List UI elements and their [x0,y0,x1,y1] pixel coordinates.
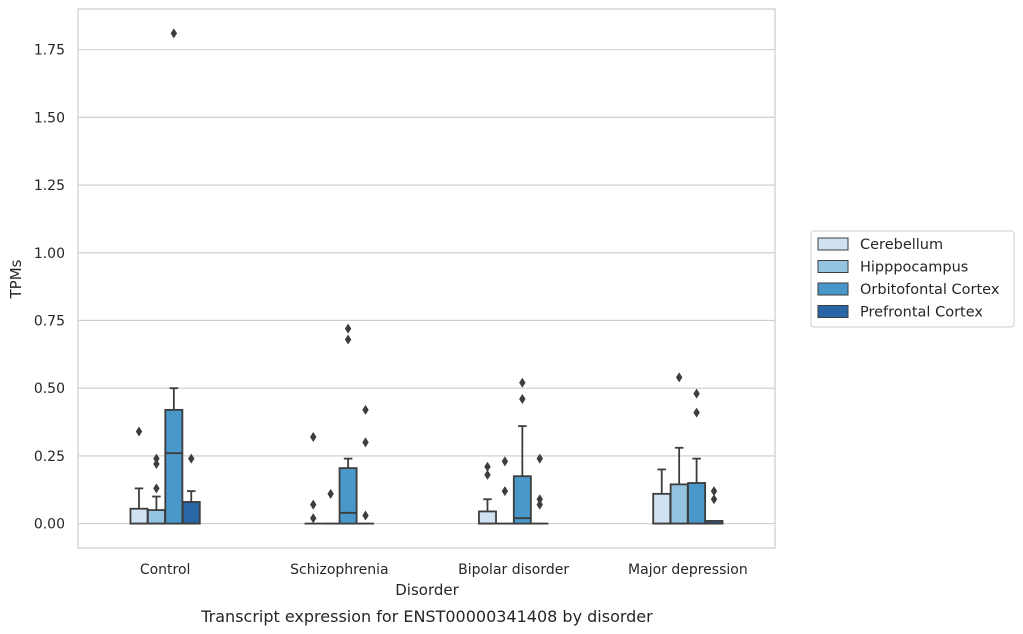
iqr-box [687,482,707,525]
box [704,486,724,525]
outlier-point [710,486,718,497]
box [356,404,375,525]
outlier-point [536,494,543,505]
iqr-box [181,501,201,525]
y-tick-label: 1.75 [34,43,65,59]
box [496,456,514,525]
box [531,453,549,525]
series-cerebellum [129,426,672,525]
series-orbitofontal-cortex [164,28,707,525]
box [338,323,358,525]
legend-swatch [817,282,849,296]
box [146,453,166,525]
outlier-point [675,372,683,383]
outlier-point [501,456,509,467]
y-tick-label: 0.00 [34,517,65,533]
x-tick-label: Control [140,562,191,578]
outlier-point [501,486,509,497]
outlier-point [693,407,700,418]
iqr-box [512,475,532,525]
y-axis-ticks: 0.00 0.25 0.50 0.75 1.00 1.25 1.50 1.75 [34,43,65,533]
iqr-box [652,492,672,525]
y-tick-label: 0.25 [34,449,65,465]
box [129,426,149,525]
y-tick-label: 0.75 [34,313,65,329]
outlier-point [362,437,369,448]
box [512,377,532,525]
x-tick-label: Major depression [628,562,748,578]
x-axis-ticks: Control Schizophrenia Bipolar disorder Majo… [140,562,748,578]
legend: Cerebellum Hipppocampus Orbitofontal Corte… [810,230,1015,328]
legend-swatch [817,260,849,273]
x-tick-label: Bipolar disorder [458,562,569,578]
outlier-point [536,453,543,464]
y-tick-label: 1.00 [34,246,65,262]
outlier-point [710,494,718,505]
legend-frame [810,230,1015,328]
legend-label: Prefrontal Cortex [860,305,983,321]
iqr-box [669,483,689,525]
outlier-point [484,469,491,480]
outlier-point [153,483,160,494]
box [478,461,497,525]
legend-swatch [817,305,849,318]
x-axis-label: Disorder [395,581,459,599]
plot-frame [77,8,776,549]
box [322,488,340,525]
box [669,372,689,525]
box [687,388,707,525]
iqr-box [164,408,184,525]
outlier-point [536,499,543,510]
outlier-point [693,388,700,399]
box-series [129,28,724,525]
chart-caption: Transcript expression for ENST0000034140… [200,607,653,626]
legend-label: Cerebellum [860,237,943,253]
y-tick-label: 0.50 [34,381,65,397]
outlier-point [153,453,160,464]
outlier-point [135,426,143,437]
y-tick-label: 1.50 [34,110,65,126]
outlier-point [344,334,352,345]
box [181,453,201,525]
outlier-point [310,431,317,442]
legend-label: Orbitofontal Cortex [860,282,1000,298]
outlier-point [153,459,160,470]
outlier-point [344,323,352,334]
outlier-point [327,488,334,499]
y-tick-label: 1.25 [34,178,65,194]
gridlines [78,49,775,525]
outlier-point [188,453,195,464]
iqr-box [338,467,358,525]
series-hipppocampus [146,372,689,525]
outlier-point [519,377,526,388]
iqr-box [478,510,497,525]
outlier-point [310,499,317,510]
box [652,468,672,525]
outlier-point [310,513,317,524]
x-tick-label: Schizophrenia [290,562,388,578]
y-axis-label: TPMs [7,259,25,299]
outlier-point [362,404,369,415]
iqr-box [146,509,166,525]
outlier-point [519,394,526,405]
outlier-point [362,510,369,521]
iqr-box [129,507,149,525]
box [304,431,322,525]
box [164,28,184,525]
legend-label: Hipppocampus [860,260,968,276]
outlier-point [484,461,491,472]
legend-swatch [817,237,849,251]
series-prefrontal-cortex [181,404,724,525]
outlier-point [170,28,178,39]
